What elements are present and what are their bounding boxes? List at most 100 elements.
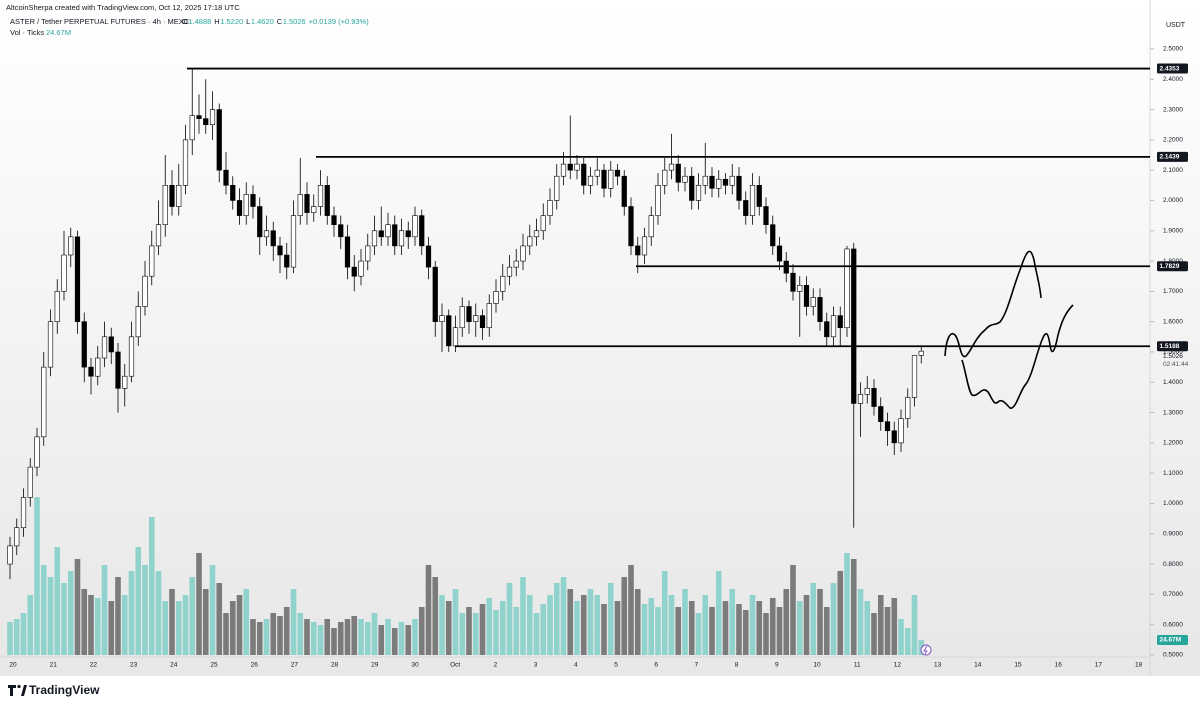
volume-bar: [88, 595, 94, 655]
x-tick-label: 11: [854, 662, 861, 669]
volume-bar: [418, 607, 425, 655]
candle-body: [702, 175, 708, 186]
candle-body: [770, 224, 776, 247]
volume-bar: [769, 598, 776, 655]
volume-bar: [607, 583, 614, 655]
volume-bar: [628, 565, 634, 655]
candle-body: [412, 215, 418, 238]
candle-body: [34, 436, 40, 468]
event-icon[interactable]: [920, 644, 932, 656]
candle-body: [689, 175, 695, 201]
candle-body: [176, 185, 182, 207]
y-tick-label: 2.2000: [1163, 137, 1183, 144]
volume-bar: [688, 601, 695, 655]
volume-bar: [823, 607, 830, 655]
level-badge: [1157, 151, 1188, 162]
volume-bar: [749, 595, 756, 655]
candle-body: [452, 327, 459, 347]
volume-bar: [742, 610, 749, 655]
volume-bar: [466, 607, 472, 655]
volume-bar: [324, 619, 331, 655]
x-tick-label: 26: [251, 662, 259, 669]
legend-value: 1.4620: [251, 17, 274, 26]
legend-value: 1.5026: [283, 17, 306, 26]
volume-bar: [209, 565, 216, 655]
y-tick-label: 1.2000: [1163, 440, 1183, 447]
candle-body: [371, 230, 378, 247]
volume-bar: [270, 613, 277, 655]
x-tick-label: 15: [1014, 662, 1022, 669]
y-tick-label: 0.7000: [1163, 591, 1183, 598]
candle-body: [817, 297, 823, 322]
brand: TradingView: [29, 683, 100, 697]
candle-body: [500, 275, 506, 292]
candle-body: [344, 236, 351, 268]
volume-bar: [94, 598, 101, 655]
volume-bar: [621, 577, 628, 655]
volume-bar: [648, 598, 655, 655]
candle-body: [803, 285, 810, 307]
volume-label: Vol · Ticks: [10, 28, 44, 37]
volume-bar: [142, 565, 148, 655]
volume-bar: [223, 613, 229, 655]
candle-body: [257, 206, 263, 238]
candle-body: [479, 315, 486, 329]
volume-bar: [202, 589, 209, 655]
y-tick-label: 1.1000: [1163, 470, 1183, 477]
volume-bar: [830, 583, 837, 655]
x-tick-label: 22: [90, 662, 98, 669]
volume-bar: [553, 583, 560, 655]
candle-body: [790, 272, 796, 292]
candle-body: [540, 215, 546, 232]
ohlc-legend: O 1.4888 H 1.5220 L 1.4620 C 1.5026 +0.0139 (+0.…: [182, 17, 369, 26]
volume-bar: [493, 610, 499, 655]
candle-body: [338, 224, 344, 238]
volume-bar: [877, 595, 884, 655]
candle-body: [614, 169, 621, 177]
x-tick-label: 16: [1055, 662, 1063, 669]
volume-bar: [7, 622, 13, 655]
candle-body: [601, 169, 607, 189]
candle-body: [297, 194, 303, 216]
volume-bar: [34, 497, 40, 655]
volume-bar: [601, 604, 607, 655]
volume-bar: [331, 628, 337, 655]
candle-body: [243, 194, 249, 216]
candle-body: [851, 248, 857, 404]
volume-bar: [196, 553, 202, 655]
volume-bar: [763, 613, 769, 655]
footer: [0, 676, 1200, 708]
candle-body: [749, 185, 756, 216]
candle-body: [628, 206, 634, 247]
volume-bar: [445, 601, 452, 655]
candle-body: [169, 185, 175, 207]
volume-bar: [499, 601, 506, 655]
y-tick-label: 2.1000: [1163, 167, 1183, 174]
candle-body: [317, 185, 324, 207]
candle-body: [797, 285, 803, 292]
candle-body: [425, 245, 432, 268]
volume-bar: [74, 559, 81, 655]
volume-bar: [790, 565, 796, 655]
candle-body: [695, 185, 702, 201]
volume-bar: [850, 559, 857, 655]
candle-body: [608, 169, 614, 189]
volume-bar: [864, 601, 871, 655]
candle-body: [41, 366, 47, 438]
y-tick-label: 2.0000: [1163, 197, 1183, 204]
x-tick-label: 30: [411, 662, 419, 669]
y-tick-label: 1.7000: [1163, 288, 1183, 295]
volume-bar: [256, 622, 263, 655]
y-tick-label: 1.3000: [1163, 409, 1183, 416]
candle-body: [20, 497, 27, 529]
volume-bar: [479, 604, 486, 655]
volume-bar: [526, 595, 533, 655]
volume-bar: [283, 607, 290, 655]
candle-body: [385, 224, 391, 238]
volume-bar: [675, 607, 682, 655]
volume-bar: [634, 589, 641, 655]
candle-body: [250, 194, 256, 207]
candle-body: [574, 163, 580, 171]
volume-bar: [803, 595, 810, 655]
logo-mark: [17, 684, 21, 689]
